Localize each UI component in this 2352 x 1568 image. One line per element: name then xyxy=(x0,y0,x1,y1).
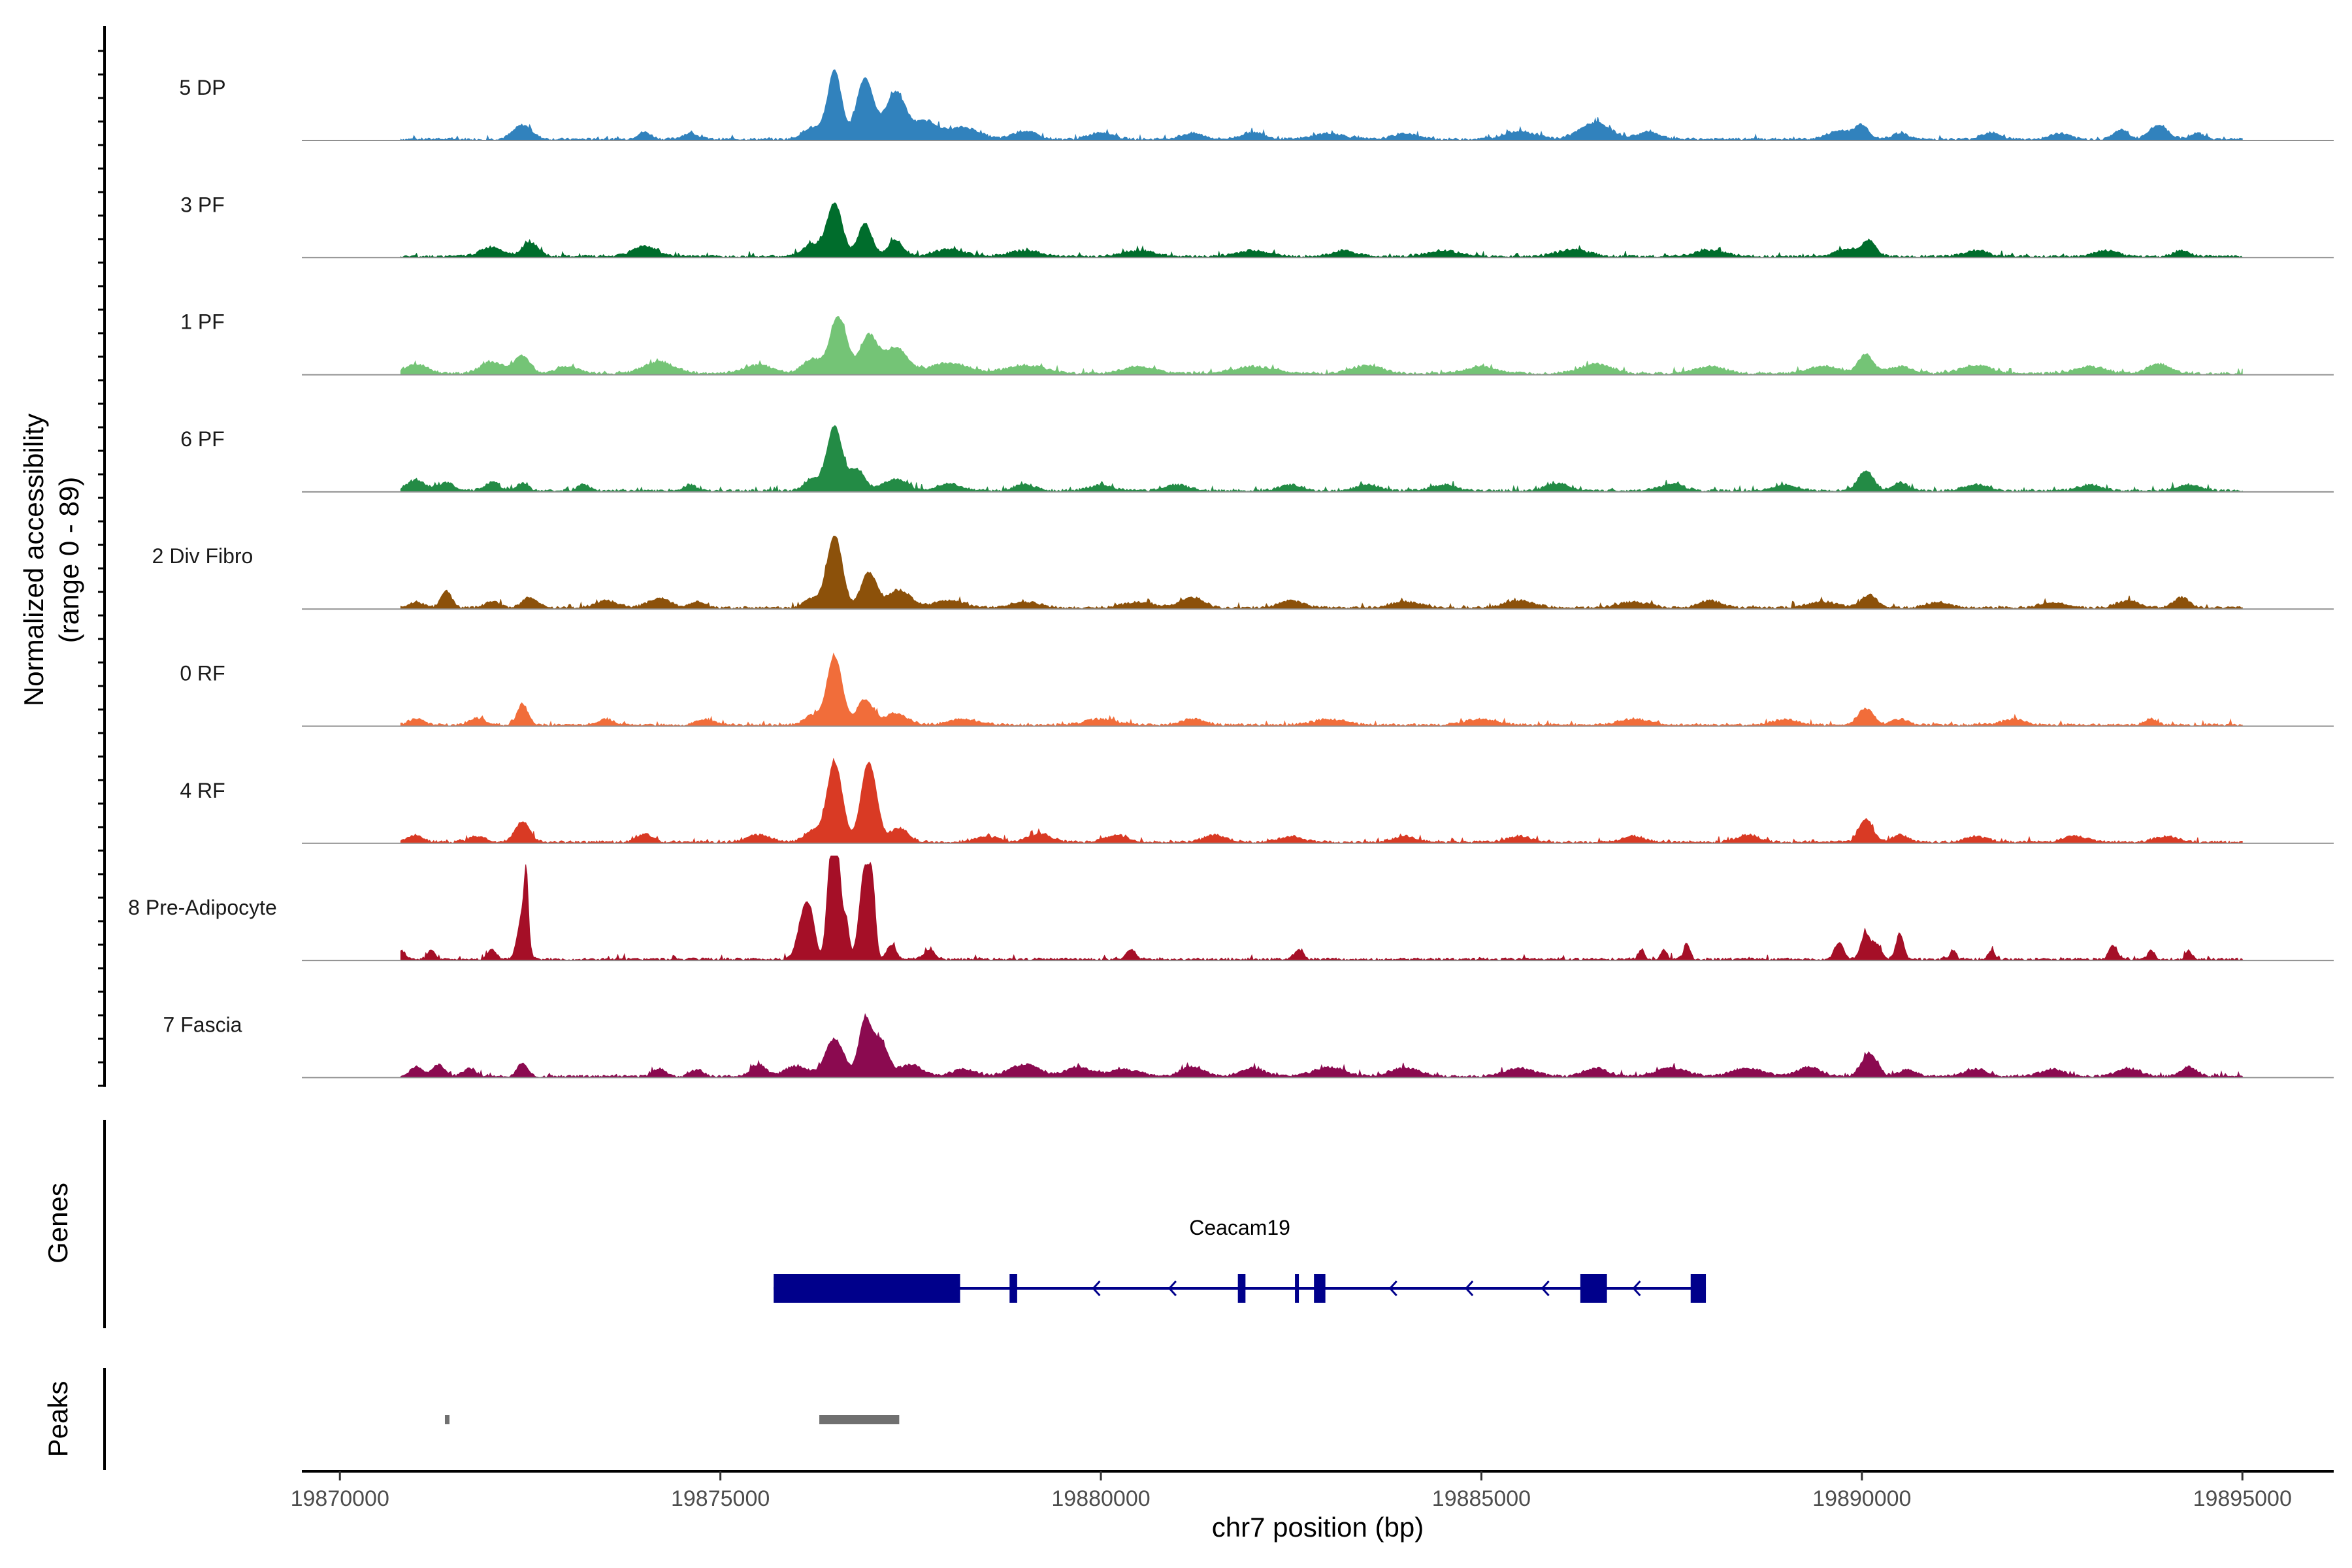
coverage-area xyxy=(400,757,2243,844)
y-axis xyxy=(98,26,106,1087)
track-8-pre-adipocyte: 8 Pre-Adipocyte xyxy=(128,855,2334,962)
coverage-area xyxy=(400,202,2243,259)
gene-label: Ceacam19 xyxy=(1189,1216,1290,1239)
gene-exon xyxy=(774,1274,960,1303)
track-label: 8 Pre-Adipocyte xyxy=(128,896,277,919)
x-tick-label: 19880000 xyxy=(1051,1486,1150,1511)
gene-exon xyxy=(1314,1274,1326,1303)
x-tick-label: 19890000 xyxy=(1812,1486,1911,1511)
strand-arrow xyxy=(1168,1280,1177,1297)
track-label: 7 Fascia xyxy=(163,1013,242,1036)
track-4-rf: 4 RF xyxy=(180,757,2334,844)
gene-exon xyxy=(1237,1274,1246,1303)
gene-exon xyxy=(1295,1274,1299,1303)
x-tick-label: 19885000 xyxy=(1432,1486,1531,1511)
track-5-dp: 5 DP xyxy=(179,69,2334,142)
gene-models: Ceacam19 xyxy=(774,1216,1707,1303)
genes-panel-title: Genes xyxy=(42,1183,73,1264)
strand-arrow xyxy=(1632,1280,1641,1297)
track-6-pf: 6 PF xyxy=(180,425,2334,493)
gene-exon xyxy=(1690,1274,1707,1303)
coverage-area xyxy=(400,652,2243,727)
strand-arrow xyxy=(1388,1280,1397,1297)
strand-arrow xyxy=(1541,1280,1550,1297)
track-label: 2 Div Fibro xyxy=(152,544,253,568)
x-tick-label: 19870000 xyxy=(291,1486,389,1511)
peak-region xyxy=(444,1415,449,1424)
x-tick-label: 19875000 xyxy=(671,1486,770,1511)
gene-exon xyxy=(1580,1274,1607,1303)
x-axis: 19870000 19875000 19880000 19885000 19890000… xyxy=(291,1470,2334,1543)
track-3-pf: 3 PF xyxy=(180,193,2334,259)
y-axis-ticks xyxy=(98,50,105,1087)
peak-regions xyxy=(444,1415,900,1424)
track-0-rf: 0 RF xyxy=(180,652,2334,727)
track-label: 0 RF xyxy=(180,662,225,685)
track-label: 3 PF xyxy=(180,193,225,216)
coverage-area xyxy=(400,1013,2243,1079)
track-1-pf: 1 PF xyxy=(180,310,2334,376)
coverage-panel: 5 DP 3 PF 1 PF 6 PF 2 Div Fibro 0 RF 4 RF 8 Pre… xyxy=(128,69,2334,1079)
track-label: 5 DP xyxy=(179,76,225,99)
gene-ceacam19: Ceacam19 xyxy=(774,1216,1707,1303)
y-axis-title: Normalized accessibility xyxy=(18,414,49,706)
track-7-fascia: 7 Fascia xyxy=(163,1013,2334,1079)
track-label: 1 PF xyxy=(180,310,225,334)
track-label: 6 PF xyxy=(180,427,225,451)
peaks-panel-title: Peaks xyxy=(42,1381,73,1458)
coverage-area xyxy=(400,535,2243,610)
y-axis-title-range: (range 0 - 89) xyxy=(54,477,84,643)
peak-region xyxy=(819,1415,900,1424)
genes-panel: Genes Ceacam19 xyxy=(42,1120,1707,1328)
gene-exon xyxy=(1009,1274,1017,1303)
track-2-div-fibro: 2 Div Fibro xyxy=(152,535,2334,610)
coverage-area xyxy=(400,855,2243,962)
track-label: 4 RF xyxy=(180,779,225,802)
strand-arrow xyxy=(1092,1280,1101,1297)
peaks-panel: Peaks xyxy=(42,1368,900,1470)
x-axis-title: chr7 position (bp) xyxy=(1212,1512,1424,1543)
x-tick-label: 19895000 xyxy=(2193,1486,2292,1511)
strand-arrow xyxy=(1465,1280,1474,1297)
x-axis-ticks: 19870000 19875000 19880000 19885000 19890000… xyxy=(291,1471,2292,1511)
